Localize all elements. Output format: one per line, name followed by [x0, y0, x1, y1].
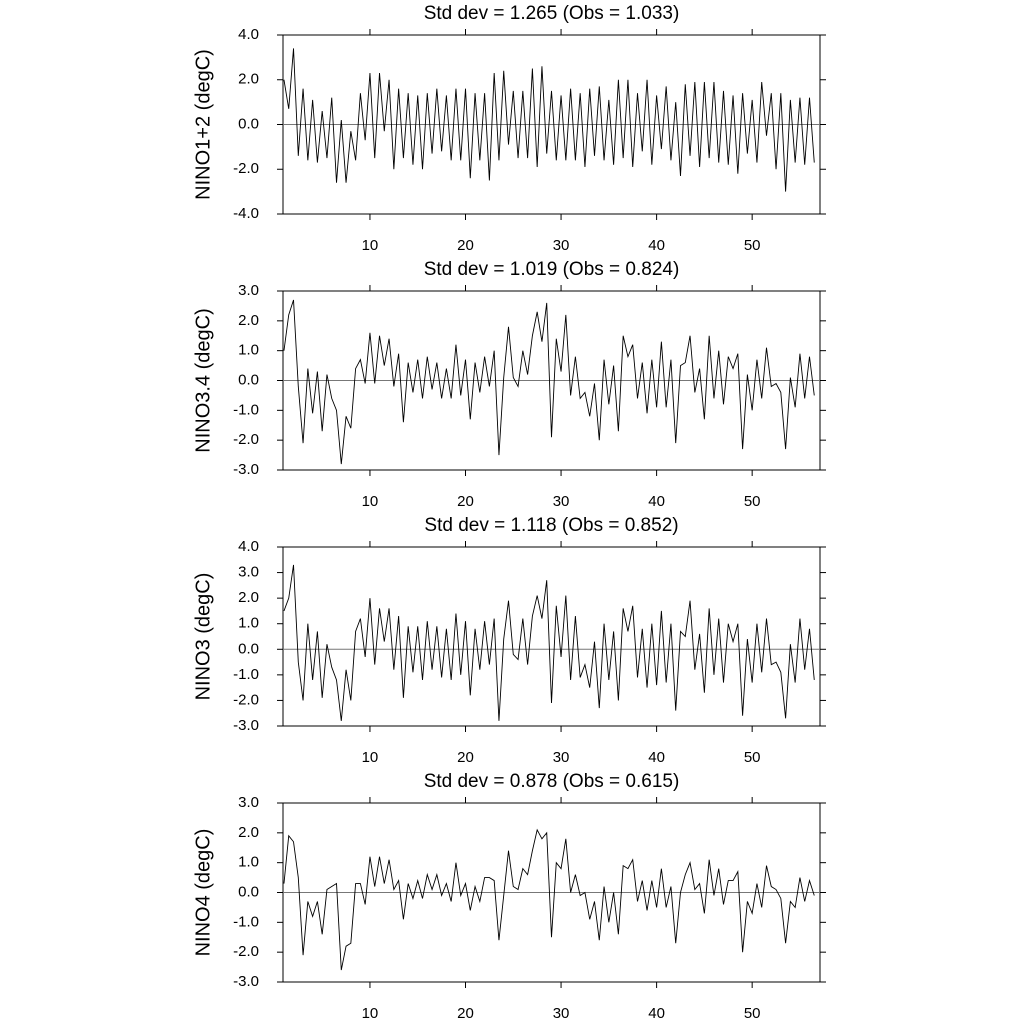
data-line: [283, 828, 815, 971]
x-tick-label: 10: [362, 1005, 379, 1022]
y-axis-label: NINO3.4 (degC): [192, 308, 214, 453]
y-tick-label: 0.0: [238, 371, 259, 388]
y-tick-label: 0.0: [238, 883, 259, 900]
data-line: [283, 48, 815, 192]
y-axis-label: NINO4 (degC): [192, 829, 214, 957]
y-tick-label: 2.0: [238, 824, 259, 841]
y-tick-label: -1.0: [233, 666, 259, 683]
y-tick-label: 2.0: [238, 589, 259, 606]
y-tick-label: 4.0: [238, 26, 259, 43]
y-tick-label: 1.0: [238, 342, 259, 359]
x-tick-label: 30: [553, 237, 570, 254]
x-tick-label: 50: [744, 749, 761, 766]
y-tick-label: 1.0: [238, 854, 259, 871]
x-tick-label: 30: [553, 493, 570, 510]
x-tick-label: 40: [648, 1005, 665, 1022]
y-tick-label: 0.0: [238, 640, 259, 657]
y-tick-label: -3.0: [233, 717, 259, 734]
data-line: [283, 299, 815, 465]
y-tick-label: -2.0: [233, 943, 259, 960]
y-tick-label: -1.0: [233, 401, 259, 418]
y-tick-label: 3.0: [238, 282, 259, 299]
y-tick-label: -4.0: [233, 205, 259, 222]
y-tick-label: 1.0: [238, 615, 259, 632]
x-tick-label: 40: [648, 237, 665, 254]
x-tick-label: 20: [457, 493, 474, 510]
panel-title: Std dev = 1.019 (Obs = 0.824): [424, 259, 680, 280]
y-tick-label: 4.0: [238, 538, 259, 555]
data-line: [283, 564, 815, 721]
panel-title: Std dev = 1.265 (Obs = 1.033): [424, 3, 680, 24]
y-tick-label: 2.0: [238, 71, 259, 88]
plot-frame: [282, 546, 821, 727]
y-tick-label: -2.0: [233, 431, 259, 448]
x-tick-label: 20: [457, 749, 474, 766]
panel-title: Std dev = 0.878 (Obs = 0.615): [424, 771, 680, 792]
y-tick-label: 0.0: [238, 115, 259, 132]
x-tick-label: 10: [362, 237, 379, 254]
y-tick-label: -2.0: [233, 691, 259, 708]
x-tick-label: 30: [553, 749, 570, 766]
panel-title: Std dev = 1.118 (Obs = 0.852): [424, 515, 678, 536]
y-tick-label: 2.0: [238, 312, 259, 329]
x-tick-label: 20: [457, 237, 474, 254]
x-tick-label: 50: [744, 237, 761, 254]
x-tick-label: 20: [457, 1005, 474, 1022]
y-tick-label: 3.0: [238, 564, 259, 581]
x-tick-label: 10: [362, 493, 379, 510]
x-tick-label: 10: [362, 749, 379, 766]
x-tick-label: 30: [553, 1005, 570, 1022]
x-tick-label: 50: [744, 1005, 761, 1022]
y-axis-label: NINO1+2 (degC): [192, 49, 214, 200]
y-tick-label: -3.0: [233, 973, 259, 990]
y-tick-label: -2.0: [233, 160, 259, 177]
y-tick-label: -1.0: [233, 913, 259, 930]
y-axis-label: NINO3 (degC): [192, 573, 214, 701]
x-tick-label: 50: [744, 493, 761, 510]
x-tick-label: 40: [648, 493, 665, 510]
y-tick-label: 3.0: [238, 794, 259, 811]
y-tick-label: -3.0: [233, 461, 259, 478]
x-tick-label: 40: [648, 749, 665, 766]
